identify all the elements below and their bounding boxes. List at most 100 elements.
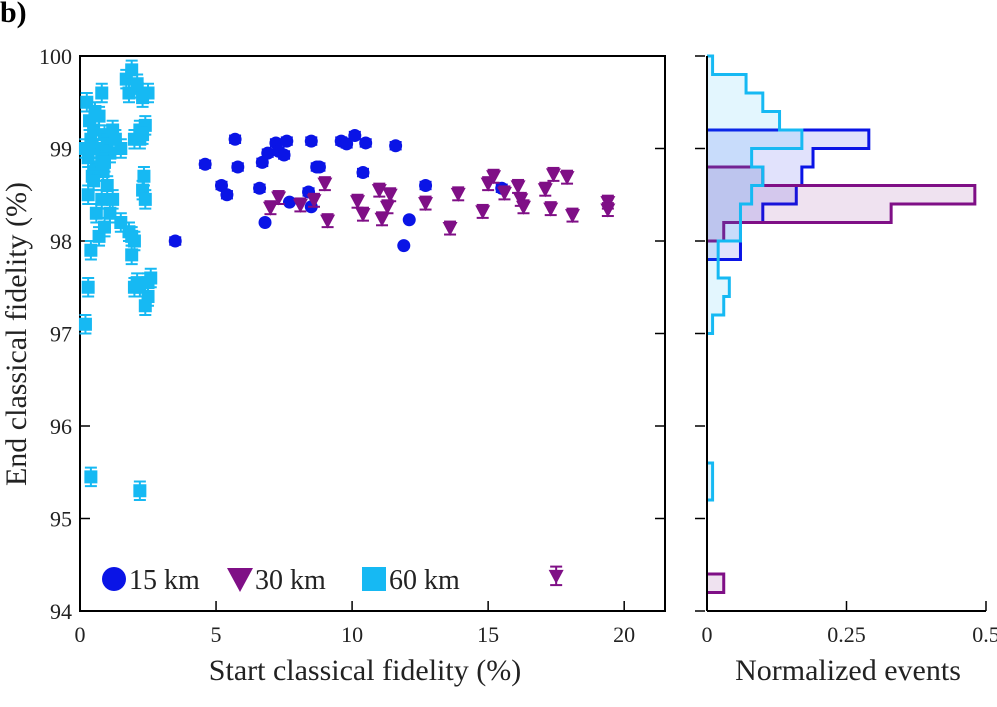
legend-label: 15 km <box>129 565 200 596</box>
data-point <box>475 205 491 220</box>
y-tick-label: 97 <box>50 322 72 347</box>
data-point <box>89 206 103 220</box>
data-point <box>87 174 101 188</box>
data-point <box>220 188 234 202</box>
data-point <box>371 184 387 199</box>
data-point <box>510 180 526 195</box>
legend-label: 60 km <box>389 565 460 596</box>
data-point <box>231 160 245 174</box>
scatter-xlabel: Start classical fidelity (%) <box>209 654 521 687</box>
series-60-km <box>78 59 158 501</box>
x-tick-label: 10 <box>341 622 363 647</box>
data-point <box>559 171 575 186</box>
data-point <box>127 234 141 248</box>
y-tick-label: 100 <box>39 44 72 69</box>
data-point <box>382 188 398 203</box>
data-point <box>450 187 466 202</box>
data-point <box>137 169 151 183</box>
data-point <box>168 234 182 248</box>
data-point <box>320 214 336 229</box>
data-point <box>397 239 411 253</box>
y-tick-label: 98 <box>50 229 72 254</box>
hist-bar <box>707 167 802 186</box>
data-point <box>543 202 559 217</box>
x-tick-label: 20 <box>613 622 635 647</box>
hist-bar <box>707 93 763 112</box>
data-point <box>312 160 326 174</box>
data-point <box>389 139 403 153</box>
hist-bar <box>707 222 724 241</box>
data-point <box>304 134 318 148</box>
x-tick-label: 5 <box>211 622 222 647</box>
data-point <box>114 142 128 155</box>
data-point <box>81 188 95 202</box>
data-point <box>130 77 144 91</box>
hist-60-km <box>707 54 804 502</box>
data-point <box>317 177 333 192</box>
data-point <box>106 192 120 206</box>
data-point <box>97 220 111 234</box>
hist-bar <box>707 148 752 167</box>
scatter-frame <box>79 55 666 612</box>
data-point <box>258 216 272 229</box>
data-point <box>133 484 147 498</box>
data-point <box>480 177 496 192</box>
hist-bar <box>707 222 741 241</box>
hist-bar <box>707 241 719 260</box>
hist-bar <box>707 130 802 149</box>
data-point <box>277 148 291 162</box>
panel-label: b) <box>0 0 27 29</box>
scatter-ylabel: End classical fidelity (%) <box>0 182 33 486</box>
hist-x-tick-label: 0.25 <box>827 622 866 647</box>
hist-bar <box>707 167 763 186</box>
data-point <box>379 200 395 215</box>
data-point <box>355 208 371 223</box>
data-point <box>350 195 366 210</box>
data-point <box>125 63 139 77</box>
hist-bar <box>707 74 747 93</box>
hist-bar <box>707 574 724 593</box>
hist-bar <box>707 204 763 223</box>
data-point <box>84 243 98 257</box>
legend: 15 km 30 km 60 km <box>102 565 460 596</box>
data-point <box>374 212 390 227</box>
hist-x-tick-label: 0.5 <box>972 622 997 647</box>
data-point <box>545 168 561 183</box>
data-point <box>418 197 434 212</box>
legend-label: 30 km <box>255 565 326 596</box>
legend-marker <box>362 567 386 591</box>
hist-bar <box>707 185 752 204</box>
data-point <box>125 248 139 262</box>
histogram-panel: 0 0.25 0.5 <box>695 54 997 647</box>
data-point <box>340 137 354 151</box>
hist-bar <box>707 296 724 315</box>
data-point <box>141 86 155 100</box>
data-point <box>306 194 322 209</box>
legend-marker <box>227 568 253 592</box>
hist-bar <box>707 463 713 482</box>
data-point <box>359 136 373 150</box>
data-point <box>280 134 294 148</box>
hist-bar <box>707 204 741 223</box>
hist-bar <box>707 259 719 278</box>
data-point <box>141 276 155 290</box>
data-point <box>136 128 150 142</box>
hist-30-km <box>707 165 977 594</box>
data-point <box>97 155 111 169</box>
hist-bar <box>707 56 713 75</box>
data-point <box>78 317 92 331</box>
hist-bar <box>707 185 975 204</box>
x-tick-label: 0 <box>75 622 86 647</box>
hist-bar <box>707 204 892 223</box>
series-30-km <box>262 166 616 587</box>
data-point <box>81 280 95 294</box>
data-point <box>253 181 267 195</box>
legend-marker <box>102 567 126 591</box>
hist-x-tick-label: 0 <box>702 622 713 647</box>
data-point <box>402 213 416 227</box>
x-tick-label: 15 <box>477 622 499 647</box>
data-point <box>87 123 101 137</box>
y-tick-label: 94 <box>50 599 72 624</box>
hist-bar <box>707 130 869 149</box>
data-point <box>537 183 553 198</box>
